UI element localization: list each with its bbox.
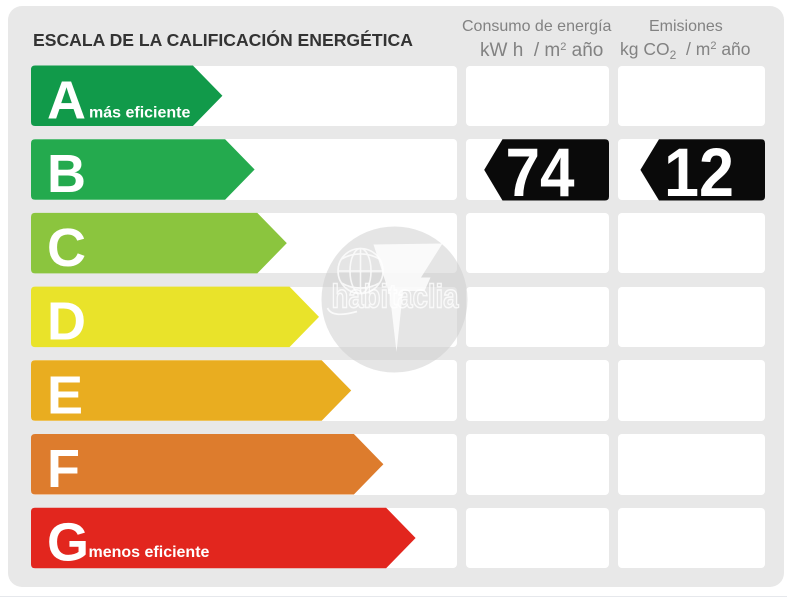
svg-text:habitaclia: habitaclia <box>332 278 460 315</box>
svg-text:E: E <box>47 365 83 425</box>
svg-text:F: F <box>47 439 80 499</box>
svg-text:D: D <box>47 292 86 352</box>
svg-text:menos eficiente: menos eficiente <box>89 544 210 561</box>
svg-text:B: B <box>47 144 86 204</box>
svg-text:G: G <box>47 513 89 573</box>
svg-text:A: A <box>47 71 86 131</box>
svg-text:12: 12 <box>664 134 734 211</box>
svg-text:más eficiente: más eficiente <box>89 105 190 122</box>
svg-text:C: C <box>47 218 86 278</box>
svg-text:74: 74 <box>506 134 575 211</box>
